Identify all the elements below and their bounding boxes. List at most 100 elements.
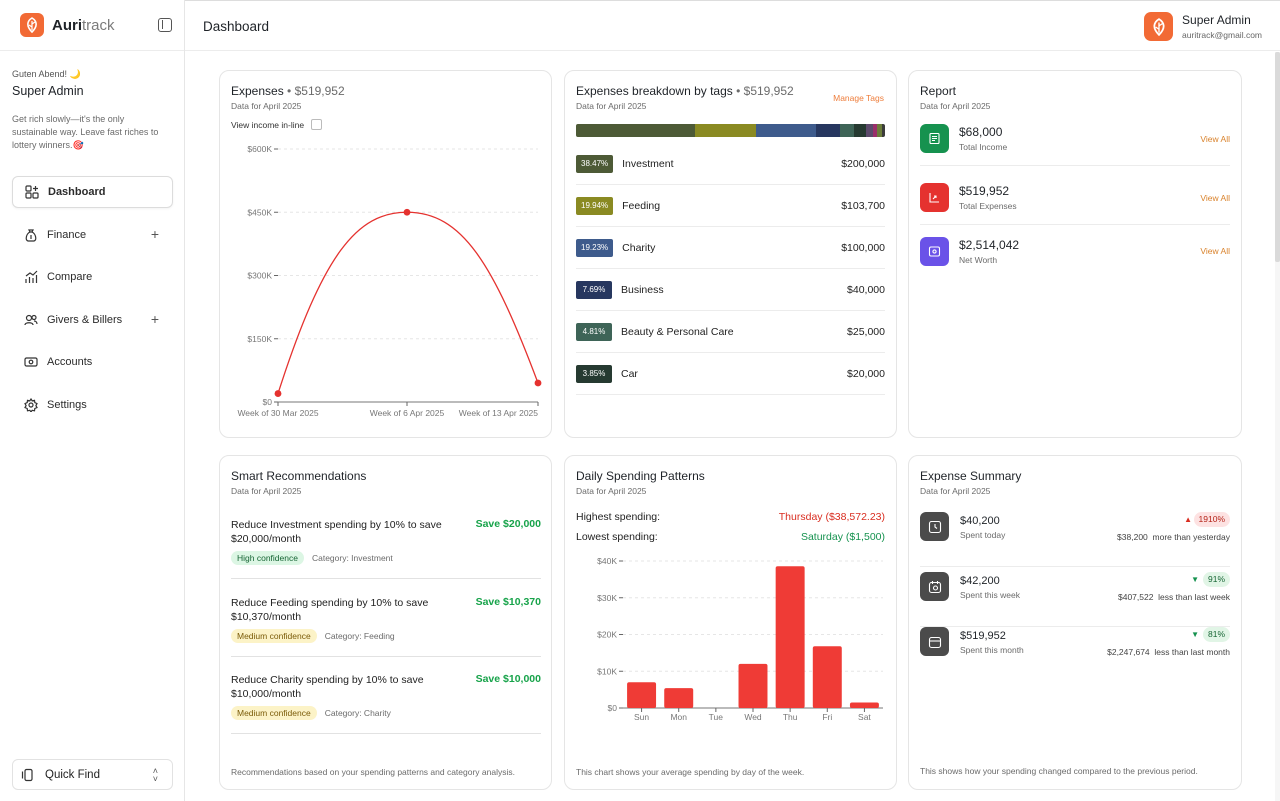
scrollbar-thumb[interactable]	[1275, 52, 1280, 262]
card-subtitle: Data for April 2025	[231, 486, 302, 496]
greeting-block: Guten Abend! 🌙 Super Admin Get rich slow…	[0, 51, 184, 152]
y-tick-label: $20K	[597, 630, 617, 640]
tag-row[interactable]: 19.94% Feeding $103,700	[576, 185, 885, 227]
tag-percent-badge: 3.85%	[576, 364, 612, 383]
tag-row[interactable]: 4.81% Beauty & Personal Care $25,000	[576, 311, 885, 353]
tag-row[interactable]: 7.69% Business $40,000	[576, 269, 885, 311]
view-all-link[interactable]: View All	[1200, 133, 1230, 144]
dashboard-icon	[25, 185, 39, 199]
lowest-label: Lowest spending:	[576, 531, 658, 543]
tag-value: $103,700	[841, 199, 885, 212]
tag-segment	[694, 124, 757, 137]
summary-amount: $40,200	[960, 515, 1000, 527]
sidebar-item-dashboard[interactable]: Dashboard	[12, 176, 173, 208]
manage-tags-link[interactable]: Manage Tags	[833, 93, 884, 103]
expenses-line-chart: $0 $150K $300K $450K $600K Week of 30 Mar 202…	[237, 144, 542, 418]
user-menu[interactable]: Super Admin auritrack@gmail.com	[1144, 12, 1262, 41]
user-email: auritrack@gmail.com	[1182, 30, 1262, 40]
expand-plus-icon[interactable]: +	[150, 225, 159, 242]
tag-segment	[756, 124, 816, 137]
data-point[interactable]	[274, 390, 282, 397]
sidebar-item-label: Compare	[47, 271, 93, 284]
bar-mon[interactable]	[664, 688, 694, 708]
chart-icon	[25, 270, 38, 284]
report-row-networth: $2,514,042 Net Worth View All	[920, 224, 1230, 278]
summary-label: Spent today	[960, 530, 1006, 540]
bar-fri[interactable]	[812, 646, 842, 708]
expand-plus-icon[interactable]: +	[150, 310, 159, 327]
card-subtitle: Data for April 2025	[920, 101, 991, 111]
y-tick-label: $0	[263, 397, 273, 407]
tag-percent-badge: 19.94%	[576, 196, 614, 215]
change-badge: 1910%	[1193, 512, 1230, 527]
tag-segment	[881, 124, 885, 137]
data-point[interactable]	[534, 379, 542, 387]
y-tick-label: $450K	[247, 207, 272, 217]
clock-icon	[920, 512, 949, 541]
recommendation-category: Category: Feeding	[324, 631, 395, 641]
view-all-link[interactable]: View All	[1200, 246, 1230, 256]
scrollbar-track[interactable]	[1275, 52, 1280, 801]
recommendation-save: Save $10,000	[475, 673, 541, 685]
confidence-badge: High confidence	[231, 551, 304, 565]
sidebar-item-settings[interactable]: Settings	[12, 389, 173, 421]
bar-sat[interactable]	[849, 702, 879, 708]
card-footer-note: Recommendations based on your spending p…	[231, 767, 515, 777]
users-icon	[24, 314, 38, 325]
card-title: Expenses • $519,952	[231, 84, 345, 98]
expense-summary-card: Expense Summary Data for April 2025 $40,…	[908, 455, 1242, 790]
card-subtitle: Data for April 2025	[576, 101, 647, 111]
tag-value: $20,000	[847, 367, 885, 380]
breakdown-card: Expenses breakdown by tags • $519,952 Da…	[564, 70, 897, 438]
income-inline-checkbox[interactable]	[311, 119, 323, 130]
bar-sun[interactable]	[627, 682, 657, 708]
recommendation-item[interactable]: Reduce Investment spending by 10% to sav…	[231, 518, 541, 579]
sidebar-item-accounts[interactable]: Accounts	[12, 346, 173, 378]
calendar-month-icon	[920, 627, 949, 656]
tag-name: Beauty & Personal Care	[621, 325, 734, 338]
tag-segment	[877, 124, 882, 137]
y-tick-label: $600K	[247, 144, 272, 154]
logo-icon[interactable]	[20, 13, 44, 37]
tag-segment	[854, 124, 867, 137]
bar-thu[interactable]	[775, 566, 805, 708]
tag-row[interactable]: 3.85% Car $20,000	[576, 353, 885, 395]
calendar-week-icon	[920, 572, 949, 601]
recommendation-text: Reduce Feeding spending by 10% to save $…	[231, 597, 429, 623]
summary-comparison: $38,200 more than yesterday	[1117, 532, 1230, 542]
expense-icon	[920, 183, 949, 212]
tag-segment	[576, 124, 695, 137]
report-amount: $2,514,042	[959, 237, 1020, 252]
bar-wed[interactable]	[738, 663, 768, 708]
brand: Auritrack	[0, 0, 184, 51]
data-point[interactable]	[403, 208, 411, 216]
x-tick-label: Week of 30 Mar 2025	[237, 408, 318, 418]
sidebar-toggle-icon[interactable]	[158, 18, 172, 32]
tag-name: Car	[621, 367, 638, 380]
view-all-link[interactable]: View All	[1200, 192, 1230, 203]
recommendation-save: Save $20,000	[475, 518, 541, 530]
sidebar-item-finance[interactable]: Finance +	[12, 219, 173, 251]
tag-row[interactable]: 38.47% Investment $200,000	[576, 143, 885, 185]
sidebar-item-givers-billers[interactable]: Givers & Billers +	[12, 304, 173, 336]
summary-row-month: $519,952 Spent this month ▼ 81% $2,247,6…	[920, 627, 1230, 682]
card-title: Smart Recommendations	[231, 469, 367, 483]
y-tick-label: $0	[608, 703, 618, 713]
sidebar-item-compare[interactable]: Compare	[12, 261, 173, 293]
quick-find-button[interactable]: Quick Find ˄ ˅	[12, 759, 173, 790]
greeting-user-name: Super Admin	[12, 84, 84, 98]
money-bag-icon	[25, 228, 37, 242]
tag-name: Investment	[622, 157, 674, 170]
card-title: Expenses breakdown by tags • $519,952	[576, 84, 794, 98]
page-title: Dashboard	[203, 19, 270, 34]
summary-row-today: $40,200 Spent today ▲ 1910% $38,200 more…	[920, 512, 1230, 567]
recommendation-item[interactable]: Reduce Charity spending by 10% to save $…	[231, 673, 541, 734]
tag-percent-badge: 4.81%	[576, 322, 612, 341]
report-amount: $68,000	[959, 125, 1003, 139]
change-badge: 81%	[1202, 627, 1230, 642]
sidebar-item-label: Finance	[47, 228, 87, 241]
tag-row[interactable]: 19.23% Charity $100,000	[576, 227, 885, 269]
view-income-toggle[interactable]: View income in-line	[231, 119, 323, 130]
recommendation-item[interactable]: Reduce Feeding spending by 10% to save $…	[231, 596, 541, 657]
gear-icon	[24, 397, 38, 412]
